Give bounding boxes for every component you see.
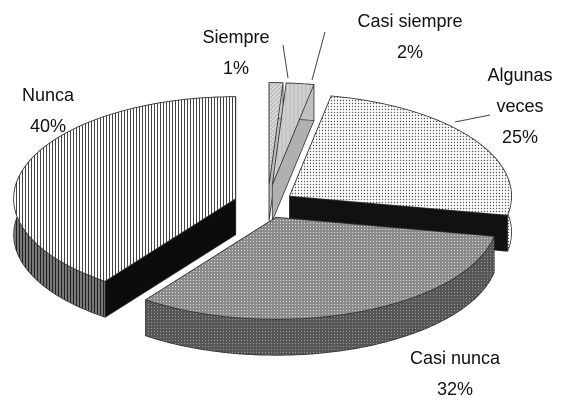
value-label: 32% [436, 379, 474, 399]
value-label: 2% [396, 42, 423, 62]
data-label: Casi nunca 32% [410, 343, 500, 405]
slice-top [268, 82, 284, 185]
value-label: 25% [501, 127, 539, 147]
data-label: Algunas veces 25% [480, 60, 560, 153]
category-label: Nunca [21, 85, 75, 105]
data-label: Casi siempre 2% [357, 6, 462, 68]
slice-top [288, 95, 512, 216]
leader-line [282, 44, 289, 79]
category-label: Algunas veces [487, 65, 553, 116]
slice-top [271, 82, 315, 185]
slice-top [13, 96, 237, 282]
category-label: Casi nunca [409, 348, 501, 368]
slice-top [144, 216, 495, 320]
data-label: Nunca 40% [22, 80, 74, 142]
value-label: 1% [222, 58, 249, 78]
data-label: Siempre 1% [202, 22, 269, 84]
category-label: Siempre [202, 27, 270, 47]
leader-line [454, 114, 491, 123]
value-label: 40% [29, 116, 67, 136]
leader-line [311, 31, 326, 81]
category-label: Casi siempre [357, 11, 463, 31]
